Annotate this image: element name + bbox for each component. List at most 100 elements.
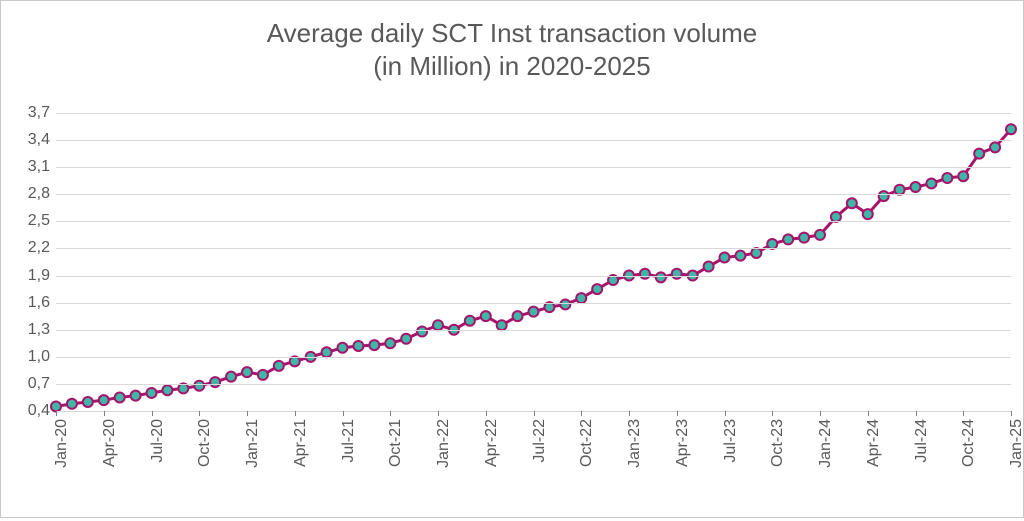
gridline [56, 221, 1011, 222]
data-point [608, 275, 618, 285]
gridline [56, 167, 1011, 168]
x-tick [963, 411, 964, 416]
chart-title-line1: Average daily SCT Inst transaction volum… [267, 18, 757, 48]
x-axis-label: Apr-24 [865, 419, 883, 467]
x-axis-label: Jul-20 [149, 419, 167, 463]
x-tick [677, 411, 678, 416]
x-tick [629, 411, 630, 416]
data-point [560, 299, 570, 309]
y-axis-label: 2,8 [28, 185, 56, 203]
x-tick [725, 411, 726, 416]
data-point [465, 316, 475, 326]
data-point [815, 230, 825, 240]
data-point [592, 284, 602, 294]
data-point [735, 251, 745, 261]
line-series [56, 113, 1011, 411]
x-axis-label: Oct-23 [769, 419, 787, 467]
x-axis-label: Oct-24 [960, 419, 978, 467]
y-axis-label: 2,2 [28, 239, 56, 257]
data-point [926, 178, 936, 188]
data-point [576, 293, 586, 303]
gridline [56, 140, 1011, 141]
gridline [56, 384, 1011, 385]
y-axis-label: 3,7 [28, 104, 56, 122]
data-point [895, 185, 905, 195]
x-axis-label: Jul-24 [913, 419, 931, 463]
data-point [656, 272, 666, 282]
y-axis-label: 2,5 [28, 212, 56, 230]
x-axis-label: Apr-21 [292, 419, 310, 467]
x-tick [343, 411, 344, 416]
x-axis-label: Apr-22 [483, 419, 501, 467]
x-axis-label: Jul-22 [531, 419, 549, 463]
data-point [863, 209, 873, 219]
data-point [242, 367, 252, 377]
data-point [131, 391, 141, 401]
x-axis-label: Oct-21 [387, 419, 405, 467]
data-point [99, 395, 109, 405]
data-point [290, 356, 300, 366]
y-axis-label: 1,6 [28, 294, 56, 312]
x-tick [104, 411, 105, 416]
x-axis-label: Oct-22 [578, 419, 596, 467]
data-point [353, 341, 363, 351]
x-tick [438, 411, 439, 416]
chart-title: Average daily SCT Inst transaction volum… [1, 17, 1023, 82]
chart-title-line2: (in Million) in 2020-2025 [373, 51, 650, 81]
data-point [942, 173, 952, 183]
x-axis-label: Jul-21 [340, 419, 358, 463]
data-point [147, 388, 157, 398]
data-point [385, 338, 395, 348]
data-point [83, 397, 93, 407]
data-point [513, 311, 523, 321]
x-axis-label: Jul-23 [722, 419, 740, 463]
chart-frame: Average daily SCT Inst transaction volum… [0, 0, 1024, 518]
data-point [544, 302, 554, 312]
data-point [369, 340, 379, 350]
data-point [115, 392, 125, 402]
data-point [767, 239, 777, 249]
x-axis-label: Jan-20 [53, 419, 71, 468]
x-axis-label: Jan-24 [817, 419, 835, 468]
data-point [497, 320, 507, 330]
data-point [640, 269, 650, 279]
y-axis-label: 0,7 [28, 375, 56, 393]
gridline [56, 303, 1011, 304]
data-point [704, 262, 714, 272]
x-axis-label: Jan-25 [1008, 419, 1024, 468]
data-point [720, 252, 730, 262]
data-point [481, 311, 491, 321]
data-point [958, 171, 968, 181]
x-tick [772, 411, 773, 416]
data-point [847, 198, 857, 208]
x-axis: Jan-20Apr-20Jul-20Oct-20Jan-21Apr-21Jul-… [56, 411, 1011, 521]
y-axis-label: 1,9 [28, 267, 56, 285]
y-axis-label: 1,3 [28, 321, 56, 339]
x-tick [534, 411, 535, 416]
x-tick [581, 411, 582, 416]
data-point [990, 142, 1000, 152]
x-tick [486, 411, 487, 416]
plot-area: 0,40,71,01,31,61,92,22,52,83,13,43,7 [56, 113, 1011, 411]
x-tick [247, 411, 248, 416]
x-axis-label: Apr-23 [674, 419, 692, 467]
data-point [529, 307, 539, 317]
gridline [56, 194, 1011, 195]
data-point [417, 327, 427, 337]
x-tick [56, 411, 57, 416]
data-point [974, 149, 984, 159]
gridline [56, 330, 1011, 331]
data-point [799, 233, 809, 243]
x-tick [295, 411, 296, 416]
gridline [56, 357, 1011, 358]
data-point [210, 377, 220, 387]
x-axis-label: Oct-20 [196, 419, 214, 467]
gridline [56, 276, 1011, 277]
x-tick [199, 411, 200, 416]
x-tick [868, 411, 869, 416]
data-point [751, 248, 761, 258]
data-point [322, 347, 332, 357]
gridline [56, 248, 1011, 249]
x-axis-label: Apr-20 [101, 419, 119, 467]
y-axis-label: 0,4 [28, 402, 56, 420]
